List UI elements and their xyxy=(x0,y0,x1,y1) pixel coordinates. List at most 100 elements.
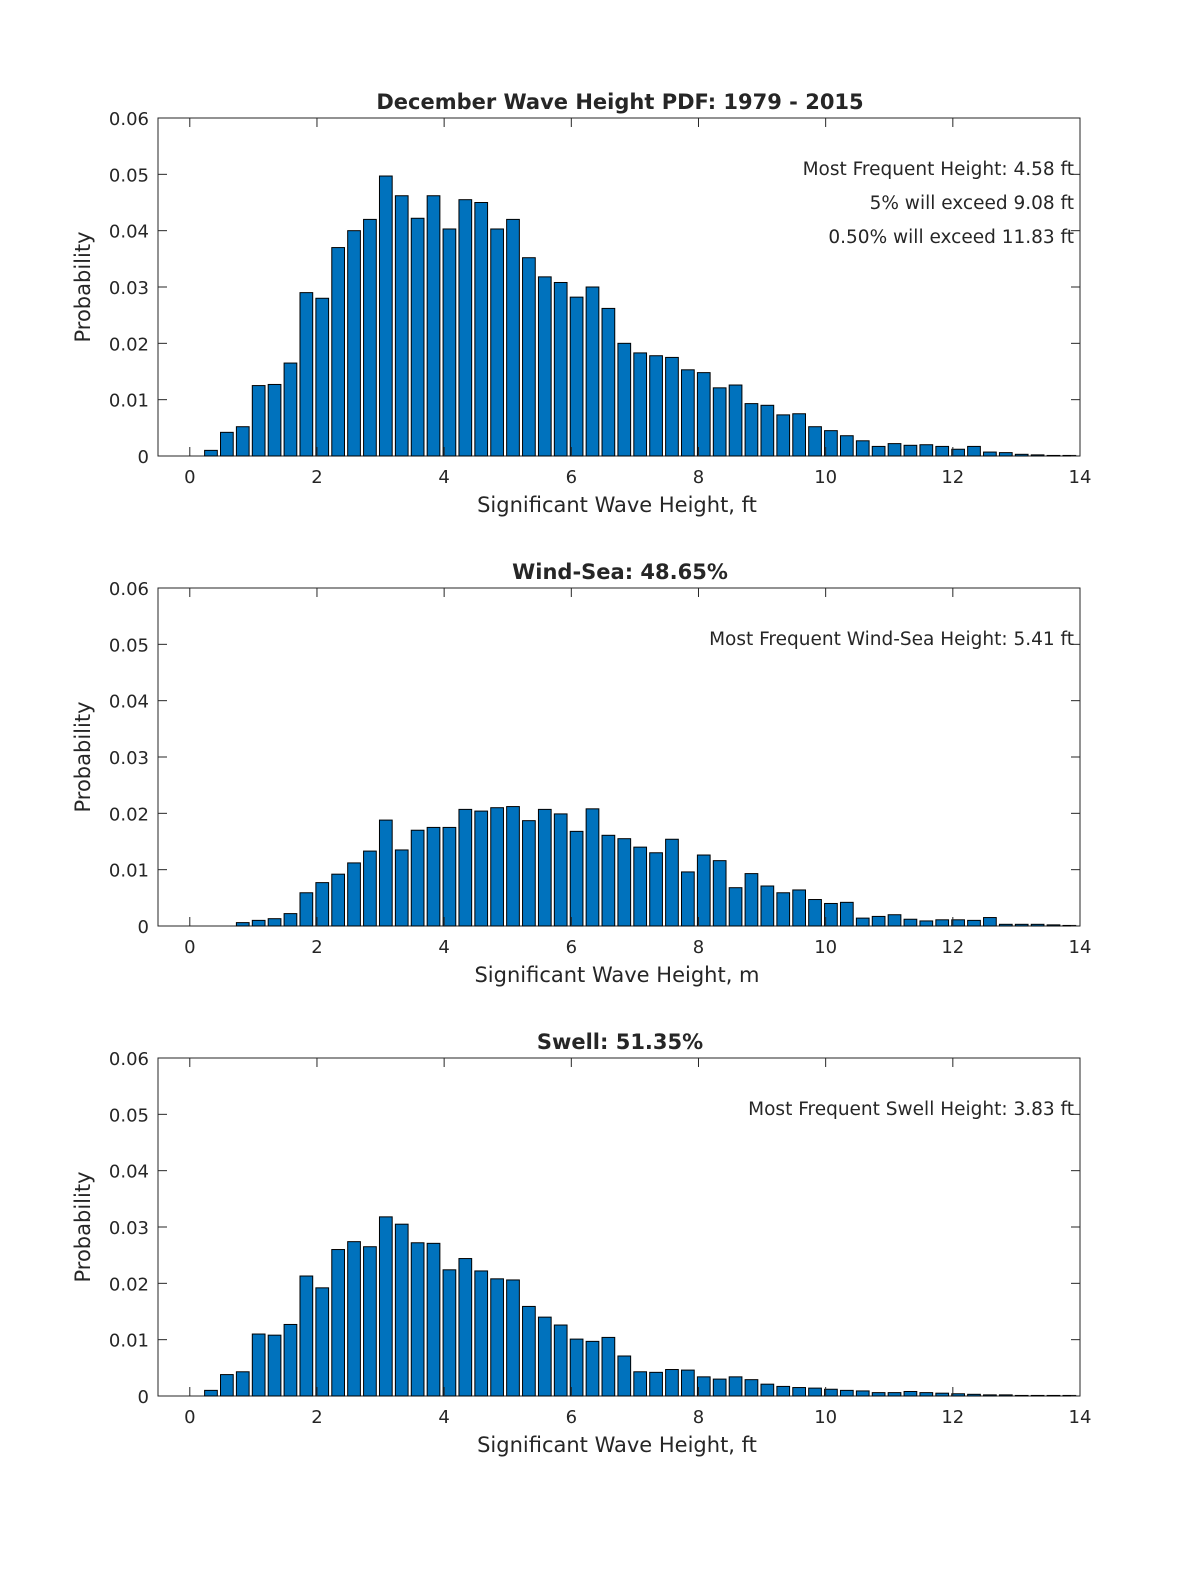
bar xyxy=(855,1390,870,1397)
bar xyxy=(426,1242,441,1397)
bar xyxy=(458,199,473,457)
bar xyxy=(378,819,393,927)
chart-title: December Wave Height PDF: 1979 - 2015 xyxy=(376,90,863,114)
bar xyxy=(315,882,330,927)
bar xyxy=(347,230,361,457)
bar xyxy=(951,919,965,927)
bar xyxy=(378,175,393,457)
bar xyxy=(299,892,314,927)
bar xyxy=(712,387,727,457)
bar xyxy=(728,1376,743,1397)
bar xyxy=(235,426,250,457)
x-tick-label: 14 xyxy=(1069,467,1092,488)
bar xyxy=(1014,453,1029,457)
bar xyxy=(569,1338,584,1397)
bar xyxy=(839,435,854,457)
bar xyxy=(665,1369,679,1397)
bar xyxy=(887,443,902,457)
bar xyxy=(633,1371,648,1397)
bar-series xyxy=(235,806,1077,927)
bar xyxy=(681,369,695,457)
x-tick-label: 0 xyxy=(184,1407,195,1428)
bar xyxy=(871,915,886,927)
x-tick-label: 6 xyxy=(566,1407,577,1428)
bar xyxy=(983,451,997,457)
y-tick-label: 0.04 xyxy=(109,1162,149,1183)
bar xyxy=(776,1385,791,1397)
bar xyxy=(235,1371,250,1397)
bar xyxy=(1046,924,1061,927)
x-tick-label: 14 xyxy=(1069,1407,1092,1428)
x-tick-label: 4 xyxy=(438,1407,449,1428)
x-tick-label: 8 xyxy=(693,467,704,488)
bar xyxy=(681,871,695,927)
bar xyxy=(537,1316,552,1397)
bar xyxy=(903,918,918,927)
bar-series xyxy=(204,1216,1077,1397)
bar xyxy=(442,826,457,927)
bar xyxy=(696,1376,711,1397)
bar xyxy=(887,1392,902,1397)
bar xyxy=(1014,923,1029,927)
bar xyxy=(569,830,584,927)
bar xyxy=(506,218,520,457)
bar xyxy=(617,838,632,927)
y-tick-label: 0.01 xyxy=(109,1331,149,1352)
bar xyxy=(839,1389,854,1397)
bar xyxy=(967,1393,981,1397)
bar xyxy=(410,1242,425,1397)
annotation: 0.50% will exceed 11.83 ft xyxy=(828,227,1074,248)
bar xyxy=(824,902,838,927)
bar xyxy=(474,1270,489,1397)
y-tick-label: 0.06 xyxy=(109,109,149,130)
bar xyxy=(728,887,743,927)
x-tick-label: 10 xyxy=(814,937,837,958)
y-tick-label: 0.03 xyxy=(109,278,149,299)
x-tick-label: 2 xyxy=(311,1407,322,1428)
bar xyxy=(537,276,552,457)
bar xyxy=(935,445,950,457)
bar xyxy=(712,1378,727,1397)
x-tick-label: 0 xyxy=(184,937,195,958)
bar xyxy=(808,426,822,457)
bar xyxy=(267,1334,282,1397)
y-tick-label: 0.05 xyxy=(109,1105,149,1126)
y-tick-label: 0 xyxy=(138,447,149,468)
bar xyxy=(633,352,648,457)
bar xyxy=(315,297,330,457)
bar xyxy=(601,1336,616,1397)
annotation: Most Frequent Wind-Sea Height: 5.41 ft xyxy=(709,629,1074,650)
bar xyxy=(808,899,822,927)
bar xyxy=(760,1383,775,1397)
bar xyxy=(204,1389,218,1397)
x-tick-label: 10 xyxy=(814,1407,837,1428)
bar xyxy=(442,228,457,457)
bar xyxy=(776,892,791,927)
bar xyxy=(410,829,425,927)
bar xyxy=(665,356,679,457)
chart-title: Swell: 51.35% xyxy=(537,1030,703,1054)
annotation: Most Frequent Swell Height: 3.83 ft xyxy=(748,1099,1074,1120)
bar xyxy=(776,414,791,457)
bar xyxy=(299,292,314,457)
bar xyxy=(1046,454,1061,457)
bar xyxy=(967,445,981,457)
x-tick-label: 0 xyxy=(184,467,195,488)
bar xyxy=(919,1392,934,1397)
x-tick-label: 8 xyxy=(693,937,704,958)
bar xyxy=(378,1216,393,1397)
bar xyxy=(251,919,266,927)
y-tick-label: 0.04 xyxy=(109,692,149,713)
chart-panel-1: 0 2 4 6 8 10 12 14 0 0.01 0.02 0.03 0.04 0.05 0.06 Dece… xyxy=(71,90,1091,517)
bar xyxy=(1030,1394,1045,1397)
y-tick-label: 0.03 xyxy=(109,1218,149,1239)
bar xyxy=(569,296,584,457)
bar xyxy=(744,1379,759,1397)
y-tick-label: 0.02 xyxy=(109,334,149,355)
x-axis-label: Significant Wave Height, ft xyxy=(477,1433,757,1457)
bar xyxy=(601,307,616,457)
bar xyxy=(855,440,870,457)
bar xyxy=(617,1355,632,1397)
bar xyxy=(649,355,663,457)
bar xyxy=(426,826,441,927)
